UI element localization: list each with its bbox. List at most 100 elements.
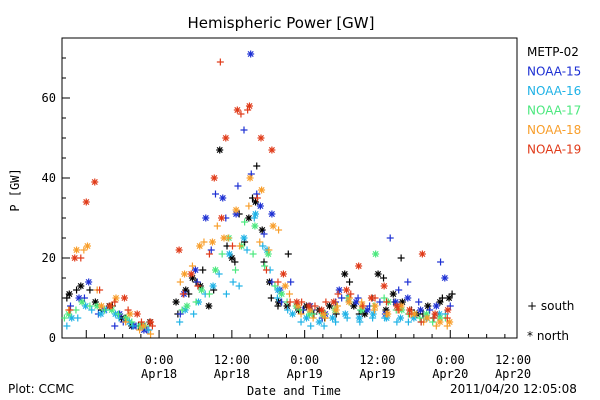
south-point	[268, 278, 276, 286]
south-point	[274, 302, 282, 310]
south-point	[147, 330, 155, 338]
north-point	[393, 302, 401, 310]
y-axis-label: P [GW]	[8, 168, 22, 211]
north-point	[264, 250, 272, 258]
south-point	[80, 246, 88, 254]
south-point	[383, 298, 391, 306]
north-point	[210, 174, 218, 182]
chart-title: Hemispheric Power [GW]	[188, 14, 375, 32]
south-point	[262, 266, 270, 274]
south-point	[243, 246, 251, 254]
north-point	[389, 290, 397, 298]
north-point	[268, 146, 276, 154]
south-point	[307, 322, 315, 330]
south-point	[404, 278, 412, 286]
south-point	[253, 162, 261, 170]
south-point	[253, 190, 261, 198]
north-point	[380, 282, 388, 290]
north-point	[233, 106, 241, 114]
south-point	[215, 270, 223, 278]
south-point	[66, 306, 74, 314]
north-point	[341, 310, 349, 318]
south-point	[213, 222, 221, 230]
south-point	[241, 218, 249, 226]
north-point	[329, 314, 337, 322]
south-point	[395, 286, 403, 294]
north-point	[122, 314, 130, 322]
south-point	[260, 258, 268, 266]
south-point	[74, 314, 82, 322]
north-point	[424, 302, 432, 310]
legend-entry: NOAA-15	[527, 65, 581, 79]
north-point	[258, 226, 266, 234]
south-point	[205, 250, 213, 258]
south-point	[259, 242, 267, 250]
south-point	[261, 262, 269, 270]
south-point	[249, 250, 257, 258]
north-point	[106, 302, 114, 310]
north-point	[404, 294, 412, 302]
north-point	[225, 250, 233, 258]
south-point	[297, 318, 305, 326]
north-point	[343, 286, 351, 294]
legend-entry: NOAA-17	[527, 104, 581, 118]
south-point	[273, 294, 281, 302]
x-tick-label-time: 12:00	[359, 353, 395, 367]
north-point	[268, 210, 276, 218]
south-point	[235, 282, 243, 290]
north-point	[418, 250, 426, 258]
x-tick-label-time: 12:00	[214, 353, 250, 367]
north-point	[350, 302, 358, 310]
south-point	[320, 322, 328, 330]
south-point	[267, 294, 275, 302]
y-tick-label: 0	[49, 331, 56, 345]
south-point	[241, 238, 249, 246]
north-point	[278, 290, 286, 298]
x-tick-label-date: Apr18	[141, 367, 177, 381]
south-point	[100, 306, 108, 314]
north-point	[187, 270, 195, 278]
plot-frame	[61, 37, 518, 339]
south-point	[194, 282, 202, 290]
south-point	[370, 306, 378, 314]
south-point	[332, 318, 340, 326]
north-point	[175, 246, 183, 254]
x-tick-label-date: Apr19	[359, 367, 395, 381]
south-point	[287, 278, 295, 286]
y-tick-label: 60	[42, 91, 56, 105]
north-point	[355, 314, 363, 322]
south-point	[347, 290, 355, 298]
south-point	[228, 242, 236, 250]
plot-source: Plot: CCMC	[8, 382, 74, 396]
south-point	[88, 306, 96, 314]
south-point	[284, 250, 292, 258]
x-tick-label-date: Apr20	[432, 367, 468, 381]
north-point	[228, 254, 236, 262]
south-point	[234, 182, 242, 190]
y-tick-label: 20	[42, 251, 56, 265]
south-point	[271, 282, 279, 290]
north-point	[85, 278, 93, 286]
north-point	[196, 242, 204, 250]
south-point	[297, 310, 305, 318]
south-point	[386, 234, 394, 242]
north-point	[252, 210, 260, 218]
north-point	[372, 250, 380, 258]
legend-entry: NOAA-19	[527, 143, 581, 157]
south-point	[77, 254, 85, 262]
south-point	[114, 310, 122, 318]
north-point	[77, 282, 85, 290]
south-point	[260, 230, 268, 238]
north-point	[191, 266, 199, 274]
north-point	[73, 246, 81, 254]
north-point	[256, 202, 264, 210]
south-point	[122, 318, 130, 326]
north-point	[71, 254, 79, 262]
north-point	[120, 294, 128, 302]
north-point	[75, 294, 83, 302]
x-axis: 0:00Apr1812:00Apr180:00Apr1912:00Apr190:…	[85, 330, 531, 381]
north-point	[172, 298, 180, 306]
marker-legend-entry: + south	[527, 299, 574, 313]
south-point	[274, 278, 282, 286]
south-point	[286, 290, 293, 298]
